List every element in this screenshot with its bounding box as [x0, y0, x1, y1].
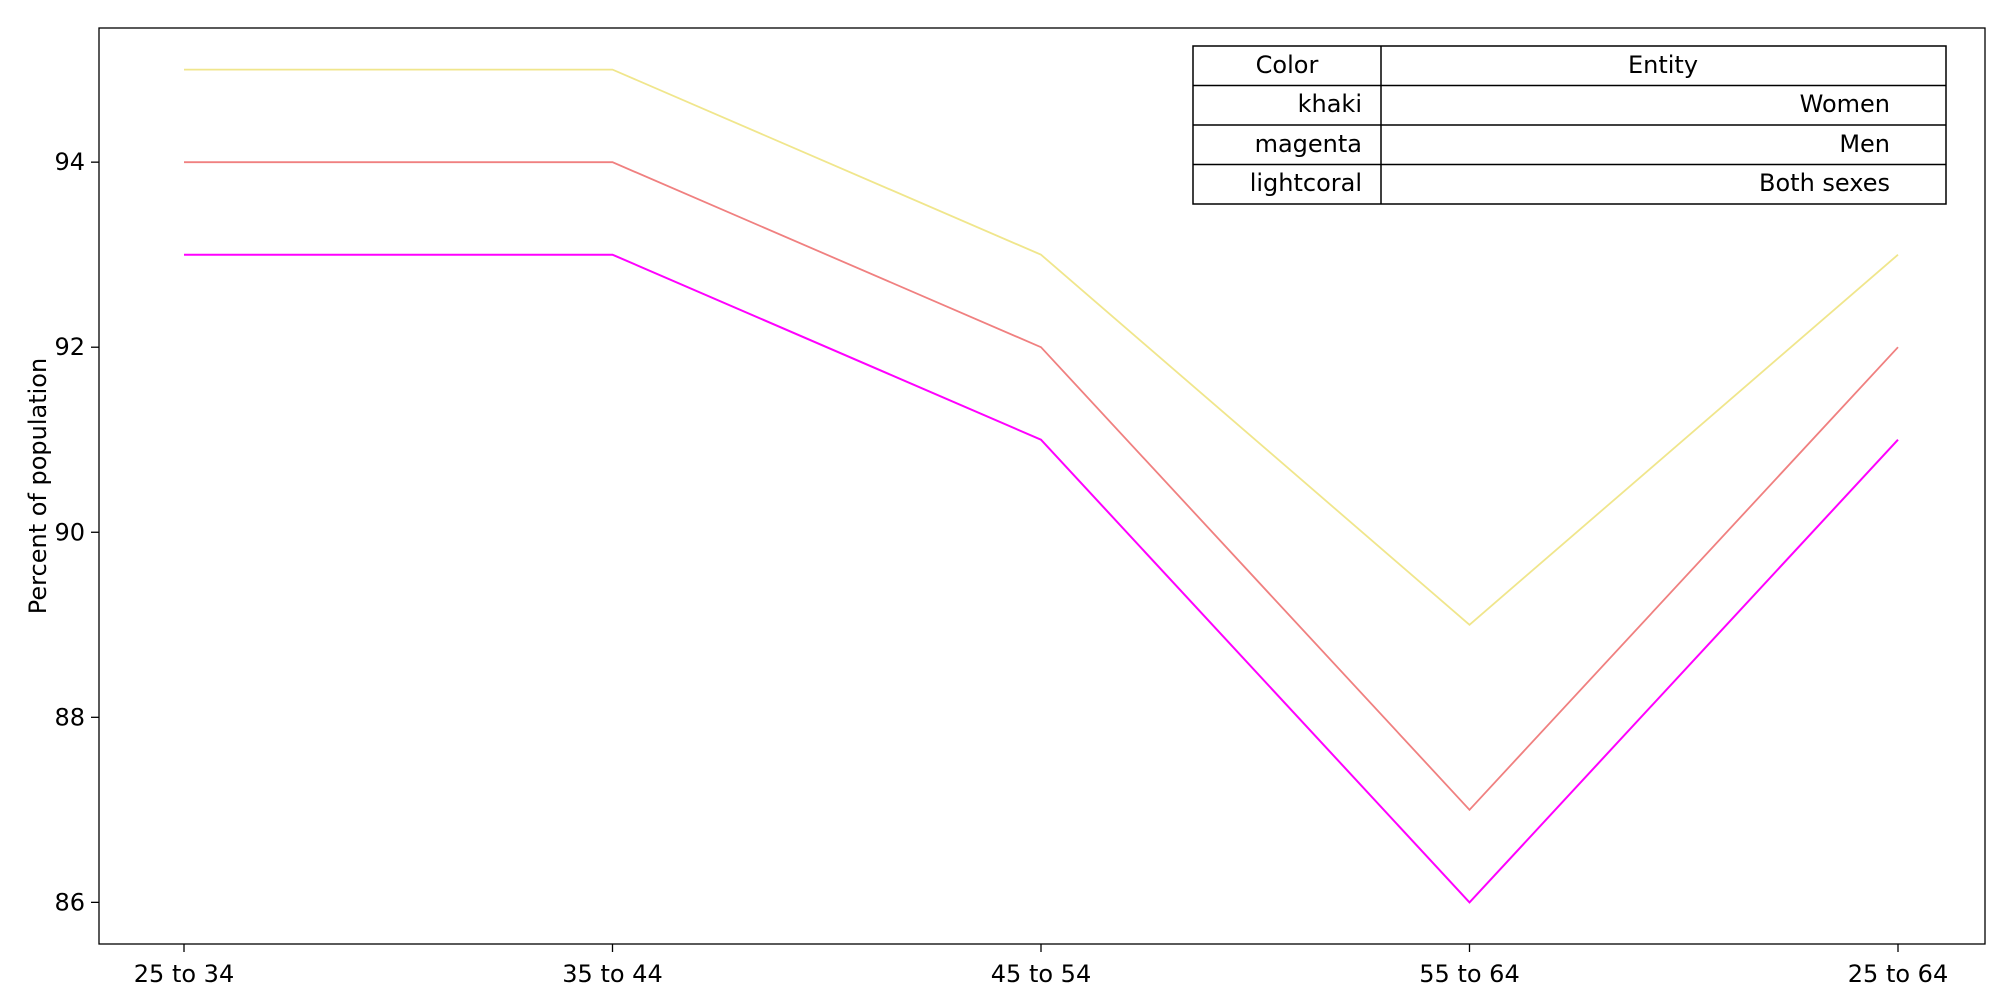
legend-row-entity: Men: [1839, 130, 1890, 158]
x-tick-label: 55 to 64: [1419, 960, 1519, 988]
legend-row-color: magenta: [1255, 130, 1362, 158]
legend-row-color: lightcoral: [1250, 169, 1362, 197]
y-tick-label: 86: [54, 888, 85, 916]
legend-row-entity: Women: [1800, 90, 1890, 118]
x-tick-label: 25 to 34: [134, 960, 234, 988]
y-tick-label: 90: [54, 518, 85, 546]
x-tick-label: 25 to 64: [1848, 960, 1948, 988]
x-tick-label: 45 to 54: [991, 960, 1091, 988]
series-line-women: [184, 68, 1899, 626]
y-tick-label: 92: [54, 333, 85, 361]
legend-row-color: khaki: [1298, 90, 1362, 118]
legend-header-color: Color: [1256, 51, 1319, 79]
y-axis: 86 88 90 92 94: [54, 148, 99, 916]
series-line-men: [184, 253, 1899, 904]
legend-table: Color Entity khaki Women magenta Men lig…: [1192, 45, 1947, 205]
series-line-both-sexes: [184, 161, 1899, 812]
y-tick-label: 88: [54, 703, 85, 731]
legend-header-entity: Entity: [1628, 51, 1698, 79]
series-lines: [184, 68, 1899, 904]
y-axis-title: Percent of population: [24, 358, 52, 614]
y-tick-label: 94: [54, 148, 85, 176]
x-axis: 25 to 34 35 to 44 45 to 54 55 to 64 25 to 64: [134, 944, 1948, 988]
legend-row-entity: Both sexes: [1759, 169, 1890, 197]
x-tick-label: 35 to 44: [562, 960, 662, 988]
